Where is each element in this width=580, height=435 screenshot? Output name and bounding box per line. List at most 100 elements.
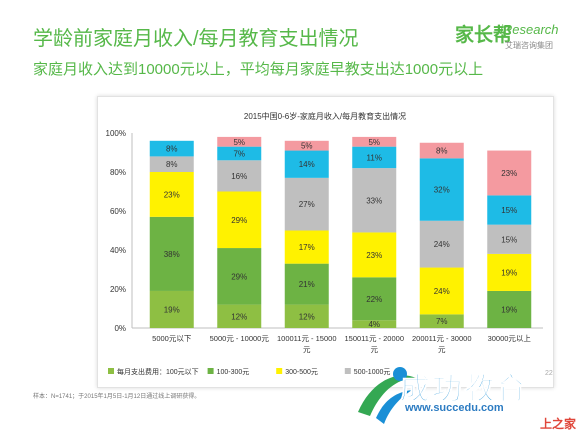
legend-swatch: [207, 368, 214, 374]
data-label: 22%: [366, 295, 382, 304]
bar-segment: [419, 267, 464, 315]
bar-segment: [352, 320, 397, 328]
bar-segment: [149, 140, 194, 157]
data-label: 7%: [436, 317, 448, 326]
bar-segment: [149, 290, 194, 328]
data-label: 19%: [501, 268, 517, 277]
data-label: 15%: [501, 235, 517, 244]
bar-segment: [217, 304, 262, 328]
data-label: 12%: [231, 312, 247, 321]
bar-segment: [352, 136, 397, 147]
legend-label: 300-500元: [285, 368, 318, 376]
watermark-brand: 成功教育 www.succedu.com 上之家: [345, 358, 580, 435]
bar-segment: [217, 191, 262, 249]
bar-segment: [487, 195, 532, 225]
y-tick-label: 60%: [110, 207, 126, 216]
data-label: 29%: [231, 272, 247, 281]
bar-segment: [149, 216, 194, 291]
page-number: 22: [545, 370, 553, 377]
bar-segment: [217, 160, 262, 192]
legend-label: 100-300元: [217, 368, 250, 376]
bar-segment: [149, 172, 194, 217]
bar-segment: [352, 168, 397, 233]
bar-segment: [284, 150, 329, 178]
data-label: 5%: [233, 138, 245, 147]
x-tick-label: 150011元 - 20000: [345, 334, 405, 343]
x-tick-label: 200011元 - 30000: [412, 334, 472, 343]
bar-segment: [284, 263, 329, 305]
y-tick-label: 100%: [106, 129, 126, 138]
data-label: 16%: [231, 172, 247, 181]
bar-segment: [419, 158, 464, 221]
y-tick-label: 0%: [114, 324, 126, 333]
x-tick-label: 100011元 - 15000: [277, 334, 337, 343]
x-tick-label: 30000元以上: [488, 334, 532, 343]
bar-segment: [149, 156, 194, 172]
legend-label: 每月支出费用：100元以下: [117, 367, 199, 376]
x-tick-label: 元: [371, 345, 379, 354]
data-label: 23%: [164, 190, 180, 199]
brand-name: 成功教育: [400, 373, 528, 407]
x-tick-label: 5000元 - 10000元: [210, 334, 270, 343]
data-label: 5%: [368, 138, 380, 147]
data-label: 15%: [501, 206, 517, 215]
data-label: 11%: [367, 153, 382, 162]
iresearch-logo-sub: 艾瑞咨询集团: [505, 41, 553, 50]
bar-segment: [487, 253, 532, 291]
bar-segment: [284, 304, 329, 328]
data-label: 8%: [166, 160, 178, 169]
bar-segment: [419, 142, 464, 159]
y-tick-label: 80%: [110, 168, 126, 177]
data-label: 32%: [434, 186, 450, 195]
bar-segment: [217, 146, 262, 161]
bar-segment: [419, 314, 464, 328]
data-label: 27%: [299, 200, 315, 209]
data-label: 4%: [368, 320, 380, 329]
data-label: 17%: [299, 243, 315, 252]
legend-swatch: [276, 368, 283, 374]
y-tick-label: 40%: [110, 246, 126, 255]
chart-title: 2015中国0-6岁-家庭月收入/每月教育支出情况: [244, 111, 406, 121]
bar-segment: [352, 146, 397, 169]
sample-note: 样本：N=1741；于2015年1月5日-1月12日通过线上调研获得。: [33, 394, 201, 400]
legend-label: 500-1000元: [354, 368, 391, 376]
runner-logo-icon: [358, 367, 416, 424]
data-label: 38%: [164, 250, 180, 259]
bar-segment: [284, 140, 329, 151]
page-subtitle: 家庭月收入达到10000元以上，平均每月家庭早教支出达1000元以上: [33, 61, 484, 78]
bar-segment: [419, 220, 464, 268]
data-label: 24%: [434, 240, 450, 249]
bar-segment: [487, 290, 532, 328]
jiazhangbang-logo: 家长帮: [455, 25, 513, 46]
data-label: 14%: [299, 160, 315, 169]
bar-segment: [352, 232, 397, 278]
brand-tag: 上之家: [540, 417, 577, 431]
bar-segment: [487, 150, 532, 196]
data-label: 19%: [164, 305, 180, 314]
data-label: 5%: [301, 142, 313, 151]
bar-segment: [487, 224, 532, 254]
bar-segment: [217, 136, 262, 147]
x-tick-label: 元: [303, 345, 311, 354]
y-tick-label: 20%: [110, 285, 126, 294]
x-tick-label: 元: [438, 345, 446, 354]
brand-url: www.succedu.com: [405, 402, 504, 414]
x-tick-label: 5000元以下: [152, 334, 192, 343]
stacked-bar-chart: 2015中国0-6岁-家庭月收入/每月教育支出情况 0% 20% 40% 60% 80% 1…: [106, 111, 543, 376]
chart-card: 2015中国0-6岁-家庭月收入/每月教育支出情况 0% 20% 40% 60% 80% 1…: [97, 96, 554, 388]
bar-segment: [352, 277, 397, 321]
legend-swatch: [108, 368, 114, 374]
bar-segment: [284, 230, 329, 264]
iresearch-logo: iResearch: [500, 22, 559, 37]
data-label: 21%: [299, 280, 315, 289]
data-label: 7%: [233, 149, 245, 158]
data-label: 23%: [501, 169, 517, 178]
data-label: 19%: [501, 305, 517, 314]
data-label: 23%: [366, 251, 382, 260]
bar-segment: [284, 177, 329, 231]
page-title: 学龄前家庭月收入/每月教育支出情况: [33, 28, 359, 50]
data-label: 33%: [366, 196, 382, 205]
data-label: 8%: [436, 147, 448, 156]
data-label: 24%: [434, 287, 450, 296]
data-label: 8%: [166, 145, 178, 154]
